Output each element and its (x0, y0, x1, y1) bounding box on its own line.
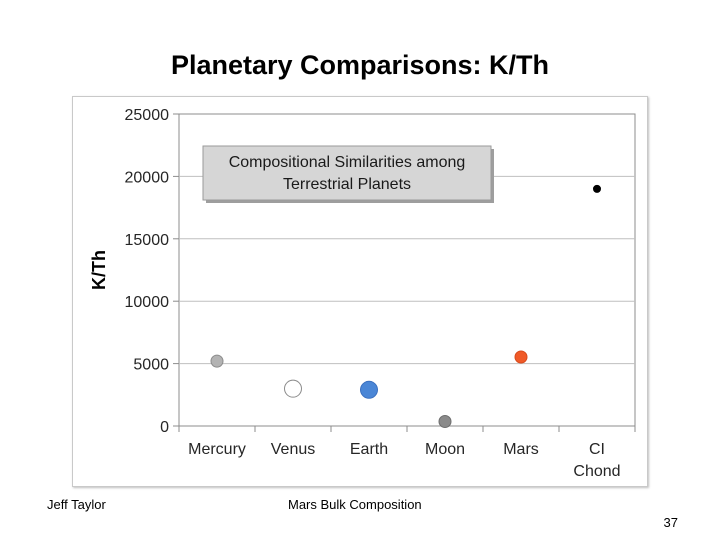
annotation-box (202, 145, 492, 201)
y-tick-label: 0 (160, 419, 169, 436)
x-category-label: Mars (503, 441, 539, 458)
data-point (593, 184, 601, 193)
slide-title: Planetary Comparisons: K/Th (170, 50, 550, 80)
y-axis-title: K/Th (89, 250, 109, 290)
y-tick-label: 20000 (125, 169, 170, 186)
annotation-text: Terrestrial Planets (283, 176, 411, 193)
footer-author: Jeff Taylor (47, 497, 106, 512)
scatter-chart: 0 5000 10000 15000 20000 25000 Mercury Venus Ear… (89, 107, 636, 480)
y-tick-label: 25000 (125, 107, 170, 124)
y-tick-label: 10000 (125, 294, 170, 311)
data-point (514, 350, 528, 364)
x-category-label: Moon (425, 441, 465, 458)
x-category-label: CI Chond (573, 441, 620, 480)
y-tick-label: 15000 (125, 232, 170, 249)
x-category-label: Earth (350, 441, 388, 458)
x-category-label: Venus (271, 441, 315, 458)
page-number: 37 (663, 515, 678, 530)
data-point (360, 380, 378, 399)
footer-subject: Mars Bulk Composition (288, 497, 422, 512)
data-point (284, 379, 302, 398)
annotation-text: Compositional Similarities among (229, 154, 466, 171)
x-category-label: Mercury (188, 441, 246, 458)
y-tick-label: 5000 (133, 357, 169, 374)
data-point (210, 354, 224, 368)
data-point (438, 415, 452, 429)
chart-frame: 0 5000 10000 15000 20000 25000 Mercury Venus Ear… (72, 96, 648, 487)
